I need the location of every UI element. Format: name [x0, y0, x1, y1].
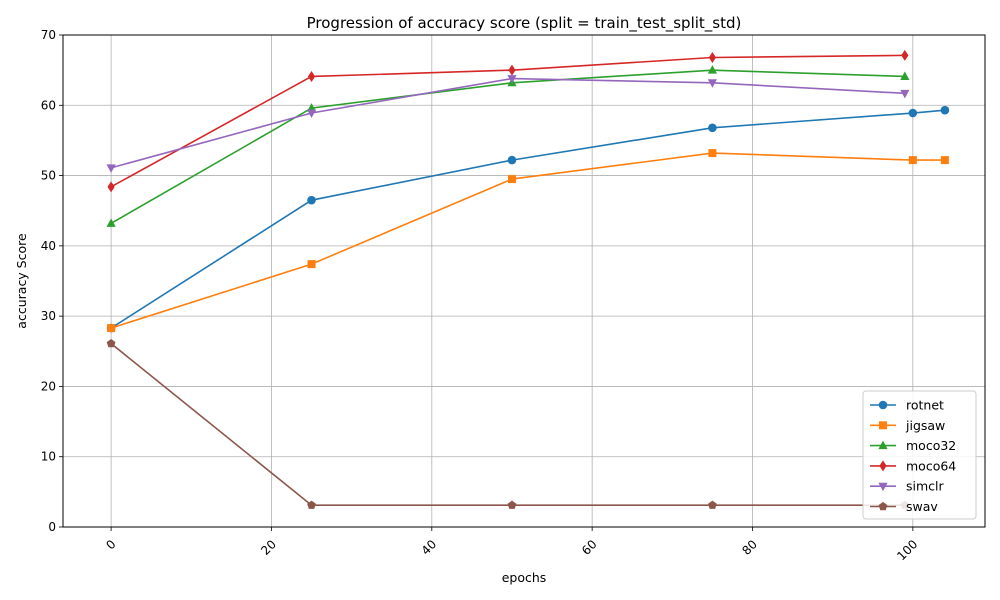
data-point-swav — [708, 500, 717, 509]
legend-item-jigsaw: jigsaw — [870, 418, 945, 433]
data-point-moco32 — [306, 103, 317, 112]
legend-marker — [878, 501, 888, 511]
legend-label: moco32 — [906, 438, 956, 453]
data-point-simclr — [306, 109, 317, 119]
data-point-jigsaw — [940, 156, 949, 165]
series-jigsaw — [107, 149, 949, 333]
legend-item-swav: swav — [870, 499, 938, 514]
data-point-rotnet — [307, 195, 316, 205]
chart-title: Progression of accuracy score (split = t… — [307, 14, 742, 33]
y-tick-label: 20 — [41, 379, 56, 393]
x-axis-label: epochs — [502, 570, 547, 585]
y-tick-label: 30 — [41, 309, 56, 323]
data-point-moco64 — [307, 70, 316, 82]
legend-label: rotnet — [906, 398, 944, 413]
data-point-simclr — [900, 89, 910, 99]
legend-label: moco64 — [906, 458, 956, 473]
data-point-rotnet — [708, 123, 717, 133]
legend-label: simclr — [906, 479, 945, 494]
y-tick-label: 50 — [41, 169, 56, 183]
y-tick-label: 70 — [41, 28, 56, 42]
data-point-swav — [106, 338, 116, 348]
legend-label: jigsaw — [905, 418, 945, 433]
data-point-jigsaw — [107, 324, 116, 333]
data-point-simclr — [707, 79, 718, 88]
data-point-jigsaw — [307, 260, 316, 269]
data-point-simclr — [507, 75, 517, 84]
data-point-moco64 — [901, 49, 909, 61]
data-point-moco64 — [708, 51, 717, 63]
series-line-rotnet — [110, 109, 945, 329]
legend-item-simclr: simclr — [870, 479, 945, 494]
data-point-jigsaw — [908, 156, 917, 165]
data-point-jigsaw — [507, 175, 516, 184]
legend-marker — [878, 440, 888, 450]
y-tick-label: 0 — [48, 520, 56, 534]
y-tick-label: 60 — [41, 98, 56, 112]
data-point-moco32 — [900, 71, 910, 80]
data-point-rotnet — [908, 108, 918, 118]
legend-item-rotnet: rotnet — [870, 398, 944, 413]
data-point-rotnet — [507, 155, 517, 165]
legend-marker — [878, 482, 888, 492]
data-point-jigsaw — [708, 149, 717, 158]
legend-item-moco32: moco32 — [870, 438, 956, 453]
data-point-swav — [507, 500, 517, 509]
legend: rotnet jigsaw moco32 moco64 simclr swav — [862, 390, 977, 520]
series-layer — [106, 49, 950, 509]
data-point-moco32 — [707, 65, 718, 74]
data-point-moco64 — [508, 64, 516, 76]
legend-label: swav — [906, 499, 938, 514]
legend-marker — [878, 400, 888, 410]
data-point-swav — [307, 500, 316, 509]
legend-marker — [879, 421, 887, 430]
legend-item-moco64: moco64 — [870, 458, 956, 473]
data-point-rotnet — [940, 105, 950, 115]
legend-marker — [879, 460, 887, 472]
data-point-moco64 — [107, 181, 115, 193]
y-tick-label: 10 — [41, 450, 56, 464]
y-axis-label: accuracy Score — [14, 233, 29, 329]
series-simclr — [106, 75, 910, 173]
y-tick-label: 40 — [41, 239, 56, 253]
series-moco64 — [107, 49, 909, 193]
data-point-simclr — [106, 164, 116, 173]
plot-frame — [62, 34, 986, 528]
series-line-jigsaw — [110, 152, 945, 329]
data-point-moco32 — [106, 218, 116, 227]
